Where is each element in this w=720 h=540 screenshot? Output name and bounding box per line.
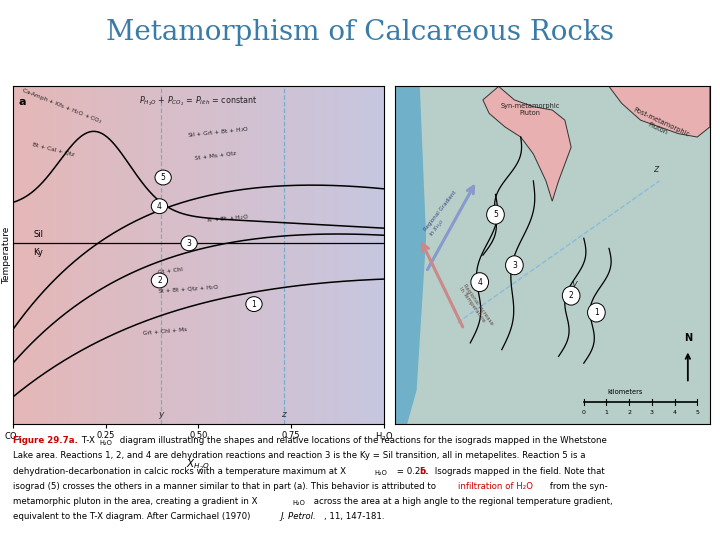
Text: diagram illustrating the shapes and relative locations of the reactions for the : diagram illustrating the shapes and rela… [117, 436, 607, 446]
Text: a: a [19, 97, 26, 106]
Polygon shape [609, 86, 710, 137]
Circle shape [181, 236, 197, 251]
Text: Regional Gradient
in $X_{H_2O}$: Regional Gradient in $X_{H_2O}$ [423, 190, 466, 239]
Text: from the syn-: from the syn- [547, 482, 608, 491]
Text: 4: 4 [477, 278, 482, 287]
Text: z: z [282, 410, 286, 419]
Polygon shape [483, 86, 571, 201]
Text: St + Ms + Qtz: St + Ms + Qtz [194, 151, 237, 160]
Circle shape [588, 303, 606, 322]
Text: Ky: Ky [33, 248, 43, 258]
Text: St + Bt + Qtz + H$_2$O: St + Bt + Qtz + H$_2$O [158, 282, 220, 296]
Text: Ca-Amph + Kfs + H$_2$O + CO$_2$: Ca-Amph + Kfs + H$_2$O + CO$_2$ [20, 86, 104, 127]
Text: Post-metamorphic
Pluton: Post-metamorphic Pluton [629, 106, 690, 144]
Text: equivalent to the T-X diagram. After Carmichael (1970): equivalent to the T-X diagram. After Car… [13, 512, 253, 521]
Text: isograd (5) crosses the others in a manner similar to that in part (a). This beh: isograd (5) crosses the others in a mann… [13, 482, 438, 491]
Text: 3: 3 [650, 410, 654, 415]
Circle shape [155, 170, 171, 185]
Circle shape [487, 205, 504, 224]
Circle shape [246, 296, 262, 312]
Text: 2: 2 [569, 291, 574, 300]
Text: H₂O: H₂O [99, 440, 112, 445]
Polygon shape [395, 86, 426, 424]
Text: Isograds mapped in the field. Note that: Isograds mapped in the field. Note that [432, 467, 605, 476]
Text: K$_l$ + Bt + H$_2$O: K$_l$ + Bt + H$_2$O [206, 212, 249, 225]
Text: H₂O: H₂O [374, 470, 387, 476]
Text: , 11, 147-181.: , 11, 147-181. [324, 512, 384, 521]
Circle shape [151, 199, 168, 214]
Text: y: y [158, 410, 164, 419]
Text: across the area at a high angle to the regional temperature gradient,: across the area at a high angle to the r… [311, 497, 613, 506]
Text: Lake area. Reactions 1, 2, and 4 are dehydration reactions and reaction 3 is the: Lake area. Reactions 1, 2, and 4 are deh… [13, 451, 585, 461]
Text: $P_{H_2O}$ + $P_{CO_2}$ = $P_{lith}$ = constant: $P_{H_2O}$ + $P_{CO_2}$ = $P_{lith}$ = c… [139, 95, 258, 109]
Text: Regional Increase
in Temperature: Regional Increase in Temperature [458, 282, 495, 329]
Text: = 0.25.: = 0.25. [394, 467, 431, 476]
Text: 1: 1 [605, 410, 608, 415]
Text: 2: 2 [157, 276, 162, 285]
Text: 1: 1 [251, 300, 256, 308]
Text: Metamorphism of Calcareous Rocks: Metamorphism of Calcareous Rocks [106, 19, 614, 46]
Text: 5: 5 [161, 173, 166, 182]
Text: T-X: T-X [79, 436, 95, 446]
Text: Syn-metamorphic
Pluton: Syn-metamorphic Pluton [500, 103, 560, 116]
Text: y: y [571, 279, 577, 289]
Text: 1: 1 [594, 308, 599, 317]
Text: z: z [653, 164, 658, 174]
Circle shape [505, 256, 523, 275]
Text: J. Petrol.: J. Petrol. [281, 512, 317, 521]
Text: b.: b. [419, 467, 428, 476]
Text: kilometers: kilometers [607, 389, 642, 395]
Text: 5: 5 [696, 410, 699, 415]
Text: Bt + Cal + Qtz: Bt + Cal + Qtz [32, 142, 75, 157]
Text: infiltration of H₂O: infiltration of H₂O [458, 482, 533, 491]
Text: 3: 3 [186, 239, 192, 248]
Text: 4: 4 [672, 410, 677, 415]
Text: $X_{H_2O}$: $X_{H_2O}$ [186, 458, 210, 472]
Text: Grt + Chl + Ms: Grt + Chl + Ms [143, 327, 187, 336]
Text: 3: 3 [512, 261, 517, 270]
Circle shape [562, 286, 580, 305]
Circle shape [471, 273, 489, 292]
Text: N: N [684, 333, 692, 343]
Text: Sil: Sil [33, 230, 43, 239]
Text: H₂O: H₂O [292, 500, 305, 506]
Circle shape [151, 273, 168, 288]
Text: 5: 5 [493, 210, 498, 219]
Text: Gt + Chl: Gt + Chl [158, 267, 183, 275]
Text: Figure 29.7a.: Figure 29.7a. [13, 436, 78, 446]
Text: 0: 0 [582, 410, 585, 415]
Text: dehydration-decarbonation in calcic rocks with a temperature maximum at X: dehydration-decarbonation in calcic rock… [13, 467, 346, 476]
Text: metamorphic pluton in the area, creating a gradient in X: metamorphic pluton in the area, creating… [13, 497, 258, 506]
Y-axis label: Temperature: Temperature [3, 226, 12, 284]
Text: 2: 2 [627, 410, 631, 415]
Text: 4: 4 [157, 202, 162, 211]
Text: Sil + Grt + Bt + H$_2$O: Sil + Grt + Bt + H$_2$O [187, 125, 250, 140]
